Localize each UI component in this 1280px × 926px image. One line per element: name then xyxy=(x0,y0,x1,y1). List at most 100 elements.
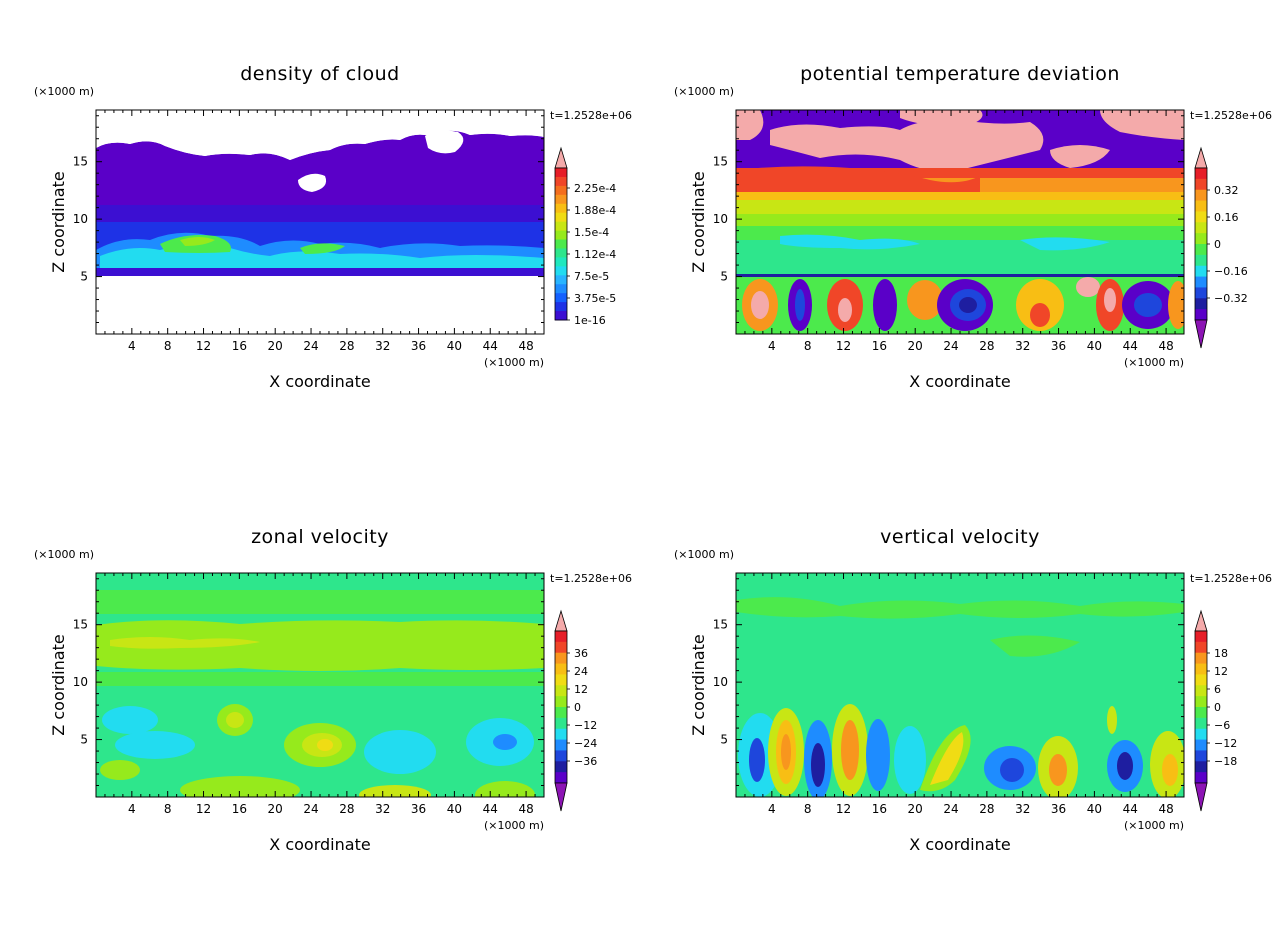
colorbar: 18 12 6 0 −6 −12 −18 xyxy=(1194,609,1237,812)
x-tick-label: 12 xyxy=(196,802,211,816)
x-axis-label: X coordinate xyxy=(909,372,1010,391)
colorbar-segment xyxy=(555,293,567,303)
x-tick-label: 20 xyxy=(908,339,923,353)
panel-potential-temperature-deviation: potential temperature deviation (×1000 m… xyxy=(674,63,1272,391)
x-tick-label: 44 xyxy=(1123,802,1138,816)
colorbar-label: 1e-16 xyxy=(574,314,606,327)
x-tick-label: 32 xyxy=(375,802,390,816)
colorbar-label: 6 xyxy=(1214,683,1221,696)
y-tick-label: 5 xyxy=(720,733,728,747)
contour-field xyxy=(736,110,1184,334)
x-tick-label: 12 xyxy=(196,339,211,353)
colorbar-segment xyxy=(555,663,567,675)
colorbar-label: 1.5e-4 xyxy=(574,226,609,239)
x-tick-label: 36 xyxy=(411,802,426,816)
y-unit-label: (×1000 m) xyxy=(34,548,94,561)
colorbar-label: 12 xyxy=(574,683,588,696)
x-tick-label: 8 xyxy=(164,339,172,353)
colorbar-segment xyxy=(555,631,567,643)
y-tick-label: 15 xyxy=(713,618,728,632)
y-unit-label: (×1000 m) xyxy=(34,85,94,98)
colorbar-segment xyxy=(1195,663,1207,675)
colorbar-label: −0.16 xyxy=(1214,265,1248,278)
colorbar-segment xyxy=(555,212,567,223)
colorbar-top-tip xyxy=(1194,146,1208,169)
colorbar-segment xyxy=(555,239,567,249)
colorbar-segment xyxy=(1195,772,1207,784)
y-tick-label: 5 xyxy=(80,270,88,284)
y-tick-label: 5 xyxy=(720,270,728,284)
colorbar-segment xyxy=(1195,631,1207,643)
x-tick-label: 32 xyxy=(375,339,390,353)
colorbar-label: −36 xyxy=(574,755,597,768)
colorbar-segment xyxy=(555,696,567,708)
panel-zonal-velocity: zonal velocity (×1000 m) t=1.2528e+06 xyxy=(34,526,632,854)
colorbar: 0.32 0.16 0 −0.16 −0.32 xyxy=(1194,146,1248,349)
x-tick-label: 40 xyxy=(1087,339,1102,353)
colorbar-label: 0.32 xyxy=(1214,184,1239,197)
x-tick-label: 4 xyxy=(128,802,136,816)
y-tick-label: 5 xyxy=(80,733,88,747)
colorbar-label: 1.12e-4 xyxy=(574,248,616,261)
x-tick-label: 44 xyxy=(483,802,498,816)
colorbar-segment xyxy=(555,248,567,258)
colorbar-top-tip xyxy=(554,146,568,169)
colorbar-segment xyxy=(555,266,567,276)
colorbar-segment xyxy=(555,761,567,773)
x-tick-label: 24 xyxy=(943,802,958,816)
x-tick-label: 4 xyxy=(768,339,776,353)
colorbar-label: 2.25e-4 xyxy=(574,182,616,195)
colorbar-segment xyxy=(555,185,567,196)
colorbar-segment xyxy=(1195,298,1207,310)
colorbar-label: −0.32 xyxy=(1214,292,1248,305)
colorbar-segment xyxy=(555,257,567,267)
colorbar-segment xyxy=(555,652,567,665)
panel-vertical-velocity: vertical velocity (×1000 m) t=1.2528e+06 xyxy=(674,526,1272,854)
x-tick-label: 44 xyxy=(483,339,498,353)
contour-field xyxy=(96,573,544,797)
panel-title: zonal velocity xyxy=(251,526,389,548)
colorbar-label: 1.88e-4 xyxy=(574,204,616,217)
x-unit-label: (×1000 m) xyxy=(1124,819,1184,832)
y-tick-label: 10 xyxy=(73,212,88,226)
colorbar-segment xyxy=(1195,750,1207,762)
colorbar-label: 3.75e-5 xyxy=(574,292,616,305)
x-tick-label: 48 xyxy=(1158,802,1173,816)
y-unit-label: (×1000 m) xyxy=(674,85,734,98)
colorbar-segment xyxy=(1195,178,1207,191)
panel-density-of-cloud: density of cloud (×1000 m) t=1.2528e+06 … xyxy=(34,63,632,391)
y-tick-label: 10 xyxy=(73,675,88,689)
y-tick-label: 15 xyxy=(713,155,728,169)
y-axis-label: Z coordinate xyxy=(49,634,68,735)
colorbar-label: 0.16 xyxy=(1214,211,1239,224)
x-tick-label: 8 xyxy=(804,802,812,816)
x-tick-label: 48 xyxy=(1158,339,1173,353)
colorbar-segment xyxy=(1195,254,1207,267)
colorbar-segment xyxy=(1195,200,1207,212)
colorbar-label: 0 xyxy=(1214,238,1221,251)
colorbar-top-tip xyxy=(554,609,568,632)
colorbar-segment xyxy=(555,168,567,178)
y-tick-label: 10 xyxy=(713,675,728,689)
colorbar-segment xyxy=(1195,244,1207,256)
colorbar-label: −12 xyxy=(574,719,597,732)
x-tick-label: 44 xyxy=(1123,339,1138,353)
colorbar-segment xyxy=(555,728,567,741)
colorbar-segment xyxy=(555,717,567,730)
y-axis-label: Z coordinate xyxy=(49,171,68,272)
x-tick-label: 20 xyxy=(268,339,283,353)
colorbar-segment xyxy=(1195,222,1207,234)
colorbar-segment xyxy=(555,772,567,784)
colorbar-bottom-tip xyxy=(554,782,568,812)
colorbar-segment xyxy=(1195,739,1207,751)
x-tick-label: 40 xyxy=(447,339,462,353)
x-unit-label: (×1000 m) xyxy=(484,356,544,369)
colorbar-segment xyxy=(1195,674,1207,686)
colorbar-segment xyxy=(555,302,567,312)
x-tick-label: 8 xyxy=(804,339,812,353)
panel-title: density of cloud xyxy=(240,63,400,85)
colorbar-label: −12 xyxy=(1214,737,1237,750)
